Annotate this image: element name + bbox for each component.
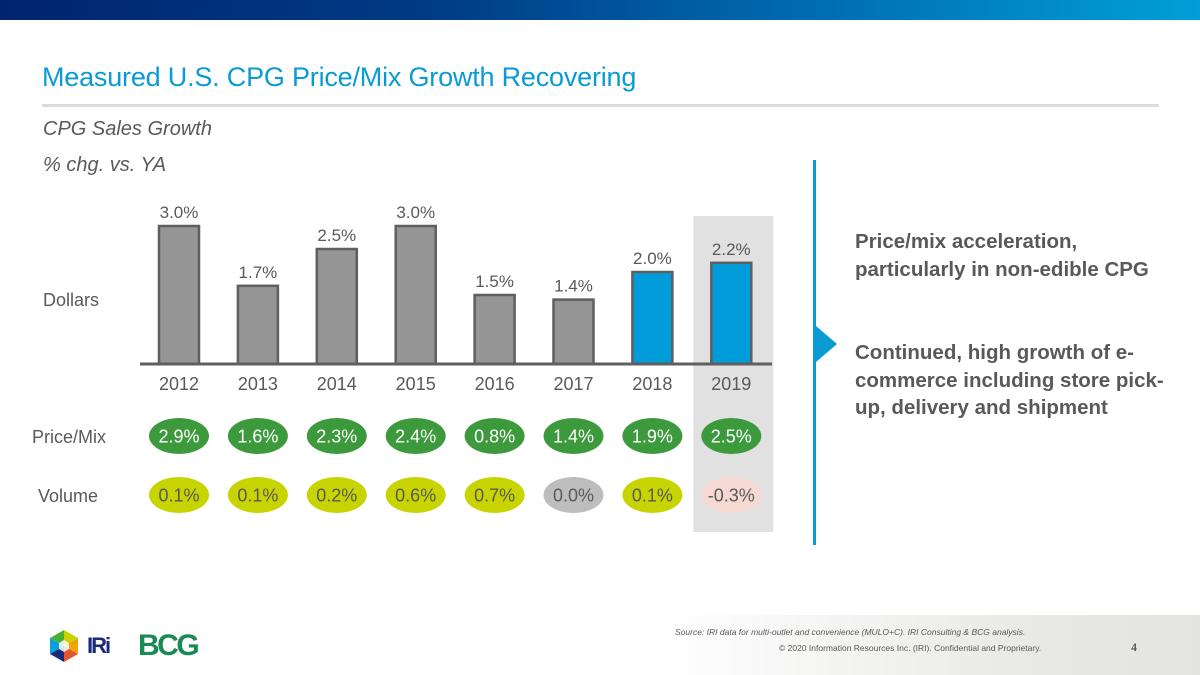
data-label-2019: 2.2% xyxy=(712,240,751,259)
x-tick-label-2019: 2019 xyxy=(711,374,751,394)
header-gradient-bar xyxy=(0,0,1200,20)
chart-subtitle: CPG Sales Growth xyxy=(43,118,212,140)
copyright-note: © 2020 Information Resources Inc. (IRI).… xyxy=(779,643,1042,653)
price-mix-badge-2015 xyxy=(385,418,446,454)
volume-row-label: Volume xyxy=(38,486,99,506)
bar-2017 xyxy=(552,298,595,366)
x-tick-label-2016: 2016 xyxy=(475,374,515,394)
iri-cube-logo-icon xyxy=(50,630,78,662)
takeaway-price-mix: Price/mix acceleration, particularly in … xyxy=(855,230,1149,281)
price-mix-value-2012: 2.9% xyxy=(158,427,199,447)
price-mix-value-2016: 0.8% xyxy=(474,427,515,447)
data-label-2014: 2.5% xyxy=(317,226,356,245)
bar-2014 xyxy=(315,247,359,366)
chart-unit-label: % chg. vs. YA xyxy=(43,154,167,176)
price-mix-value-2017: 1.4% xyxy=(553,427,594,447)
volume-badge-2018 xyxy=(622,477,683,513)
price-mix-value-2014: 2.3% xyxy=(316,427,357,447)
price-mix-badge-2016 xyxy=(464,418,525,454)
source-note: Source: IRI data for multi-outlet and co… xyxy=(675,627,1026,637)
volume-badge-2017 xyxy=(543,477,604,513)
footer-background xyxy=(0,615,1200,675)
x-tick-label-2013: 2013 xyxy=(238,374,278,394)
data-label-2017: 1.4% xyxy=(554,277,593,296)
x-tick-label-2014: 2014 xyxy=(317,374,357,394)
price-mix-value-2015: 2.4% xyxy=(395,427,436,447)
title-divider xyxy=(42,104,1159,107)
volume-badge-2016 xyxy=(464,477,525,513)
data-label-2015: 3.0% xyxy=(396,203,435,222)
price-mix-badge-2014 xyxy=(306,418,367,454)
x-tick-label-2017: 2017 xyxy=(553,374,593,394)
x-tick-label-2018: 2018 xyxy=(632,374,672,394)
volume-badge-2012 xyxy=(149,477,209,513)
price-mix-row-label: Price/Mix xyxy=(32,427,107,447)
iri-logo-text: IRi xyxy=(87,633,111,658)
page-title: Measured U.S. CPG Price/Mix Growth Recov… xyxy=(42,62,637,92)
price-mix-value-2019: 2.5% xyxy=(711,427,752,447)
volume-value-2016: 0.7% xyxy=(474,486,515,506)
dollars-row-label: Dollars xyxy=(43,290,100,310)
volume-value-2018: 0.1% xyxy=(632,486,673,506)
price-mix-badge-2012 xyxy=(149,418,209,454)
bcg-logo: BCG xyxy=(138,629,200,662)
bar-2016 xyxy=(473,293,516,366)
bar-2019 xyxy=(710,261,753,366)
x-tick-label-2012: 2012 xyxy=(159,374,199,394)
price-mix-badge-2017 xyxy=(543,418,604,454)
volume-badge-2013 xyxy=(227,477,288,513)
volume-value-2017: 0.0% xyxy=(553,486,594,506)
volume-value-2019: -0.3% xyxy=(708,486,755,506)
price-mix-badge-2019 xyxy=(701,418,762,454)
price-mix-badge-2018 xyxy=(622,418,683,454)
data-label-2016: 1.5% xyxy=(475,272,514,291)
bar-2013 xyxy=(236,284,280,366)
bar-2018 xyxy=(631,270,674,366)
price-mix-value-2018: 1.9% xyxy=(632,427,673,447)
volume-badge-2014 xyxy=(306,477,367,513)
data-label-2012: 3.0% xyxy=(160,203,199,222)
data-label-2013: 1.7% xyxy=(239,263,278,282)
volume-value-2015: 0.6% xyxy=(395,486,436,506)
price-mix-value-2013: 1.6% xyxy=(237,427,278,447)
takeaway-ecommerce: Continued, high growth of e-commerce inc… xyxy=(855,341,1164,419)
page-number: 4 xyxy=(1131,640,1137,654)
price-mix-badge-2013 xyxy=(227,418,288,454)
bar-2015 xyxy=(394,224,437,366)
sales-growth-chart: 3.0% 2012 2.9% 0.1% 1.7% 2013 1.6% 0.1% 2.5% 2014… xyxy=(140,203,774,532)
data-label-2018: 2.0% xyxy=(633,249,672,268)
volume-value-2014: 0.2% xyxy=(316,486,357,506)
volume-value-2012: 0.1% xyxy=(158,486,199,506)
takeaway-divider-line xyxy=(813,160,816,545)
volume-badge-2015 xyxy=(385,477,446,513)
volume-value-2013: 0.1% xyxy=(237,486,278,506)
x-tick-label-2015: 2015 xyxy=(396,374,436,394)
bar-2012 xyxy=(157,224,201,366)
volume-badge-2019 xyxy=(701,477,762,513)
arrow-right-icon xyxy=(816,326,837,362)
